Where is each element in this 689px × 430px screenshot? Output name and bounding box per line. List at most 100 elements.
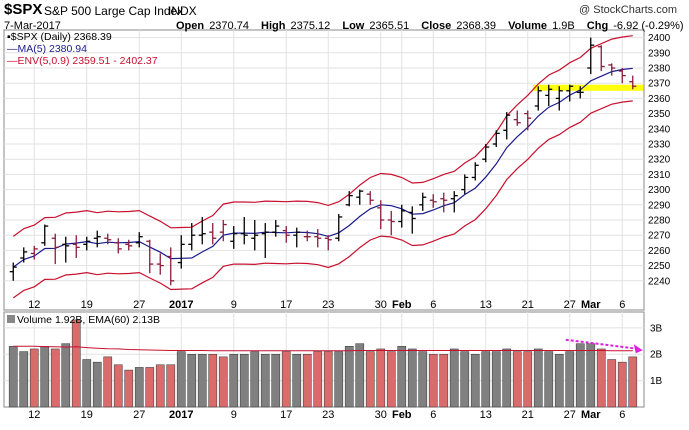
ohlc-bar <box>482 144 490 163</box>
ohlc-bar <box>461 174 469 195</box>
ohlc-bar <box>93 230 101 248</box>
ohlc-bar <box>209 223 217 245</box>
ohlc-bar <box>20 247 28 263</box>
y-tick-label: 2390 <box>648 48 671 59</box>
ohlc-bar <box>251 220 259 251</box>
annotation-arrowhead <box>633 344 643 354</box>
volume-bar <box>250 351 260 408</box>
volume-bar <box>218 356 228 408</box>
price-y-axis: 2240 2250 2260 2270 2280 2290 2300 2310 2320 2330… <box>648 33 671 287</box>
x-tick-label: 21 <box>522 409 534 421</box>
volume-bar <box>134 367 144 408</box>
volume-bar <box>145 367 155 408</box>
ohlc-bar <box>335 213 343 242</box>
ohlc-bar <box>146 239 154 274</box>
volume-bar <box>197 353 207 408</box>
x-tick-label: 17 <box>280 409 292 421</box>
legend-ma-text: MA(5) 2380.94 <box>17 43 87 55</box>
ohlc-bar <box>30 245 38 260</box>
volume-value: 1.9B <box>552 20 575 32</box>
volume-bar <box>40 346 50 408</box>
volume-bar <box>302 353 312 408</box>
x-tick-label: 19 <box>81 299 93 311</box>
volume-bar <box>407 348 417 408</box>
legend-price-marker: ▪ <box>7 31 11 43</box>
high-value: 2375.12 <box>290 20 331 32</box>
ohlc-readout: Open 2370.74 High 2375.12 Low 2365.51 Cl… <box>176 20 689 32</box>
volume-bar <box>481 351 491 408</box>
y-tick-label: 2300 <box>648 185 671 196</box>
ohlc-bar <box>440 192 448 213</box>
volume-bar <box>208 353 218 408</box>
y-tick-label: 2290 <box>648 200 671 211</box>
ohlc-bar <box>272 220 280 237</box>
volume-bar <box>187 353 197 408</box>
volume-bars <box>8 319 638 408</box>
ohlc-bar <box>608 63 616 76</box>
ohlc-bar <box>545 84 553 106</box>
exchange: INDX <box>168 4 197 18</box>
volume-bar <box>281 351 291 408</box>
y-tick-label: 2310 <box>648 170 671 181</box>
volume-bar <box>103 356 113 408</box>
close-value: 2368.39 <box>456 20 497 32</box>
ohlc-bar <box>9 262 17 281</box>
y-tick-label: 2340 <box>648 124 671 135</box>
volume-bar <box>460 351 470 408</box>
volume-bar <box>229 353 239 408</box>
volume-bar <box>313 351 323 408</box>
x-tick-label: Mar <box>581 299 601 311</box>
volume-tick-label: 2B <box>650 350 663 361</box>
x-tick-label: 21 <box>522 299 534 311</box>
x-tick-label: 2017 <box>169 299 193 311</box>
x-tick-label: 23 <box>322 299 334 311</box>
x-tick-label: 6 <box>430 299 436 311</box>
envelope-lower-line <box>12 100 633 299</box>
ohlc-bar <box>429 194 437 208</box>
close-label: Close <box>421 20 452 32</box>
x-tick-label: 23 <box>322 409 334 421</box>
ohlc-bar <box>51 233 59 265</box>
annotation-arrow-shaft <box>565 338 637 350</box>
legend-price-text: $SPX (Daily) 2368.39 <box>10 31 112 43</box>
ohlc-bar <box>293 227 301 248</box>
volume-bar <box>8 346 18 408</box>
envelope-lines <box>12 35 633 299</box>
x-tick-label: 27 <box>133 299 145 311</box>
ohlc-bar <box>503 112 511 140</box>
volume-bar <box>376 348 386 408</box>
x-tick-label: 30 <box>375 409 387 421</box>
volume-bar <box>628 356 638 408</box>
ohlc-bar <box>135 232 143 248</box>
volume-bar <box>565 351 575 408</box>
volume-bar <box>50 348 60 408</box>
ohlc-bar <box>524 110 532 131</box>
volume-bar <box>418 351 428 408</box>
legend-ma: —MA(5) 2380.94 <box>7 43 87 55</box>
x-tick-label: 6 <box>619 409 625 421</box>
legend-env: —ENV(5,0.9) 2359.51 - 2402.37 <box>7 55 158 67</box>
volume-bar <box>397 346 407 408</box>
x-tick-label: 2017 <box>169 409 193 421</box>
ohlc-bar <box>72 235 80 258</box>
volume-bar <box>554 353 564 408</box>
volume-bar <box>428 353 438 408</box>
ohlc-bar <box>387 210 395 236</box>
ohlc-bar <box>356 189 364 205</box>
ohlc-bar <box>314 229 322 248</box>
ohlc-bar <box>219 220 227 242</box>
x-tick-label: 12 <box>28 409 40 421</box>
ohlc-bar <box>513 110 521 126</box>
ohlc-bar <box>555 86 563 111</box>
ohlc-bar <box>114 238 122 254</box>
volume-bar <box>260 353 270 408</box>
y-tick-label: 2250 <box>648 261 671 272</box>
y-tick-label: 2330 <box>648 140 671 151</box>
ohlc-bar <box>377 200 385 230</box>
legend-env-text: ENV(5,0.9) 2359.51 - 2402.37 <box>17 55 158 67</box>
open-value: 2370.74 <box>209 20 249 32</box>
legend-ma-marker: — <box>7 43 18 55</box>
ohlc-bar <box>471 162 479 181</box>
volume-tick-label: 1B <box>650 376 663 387</box>
x-tick-label: Feb <box>392 409 412 421</box>
